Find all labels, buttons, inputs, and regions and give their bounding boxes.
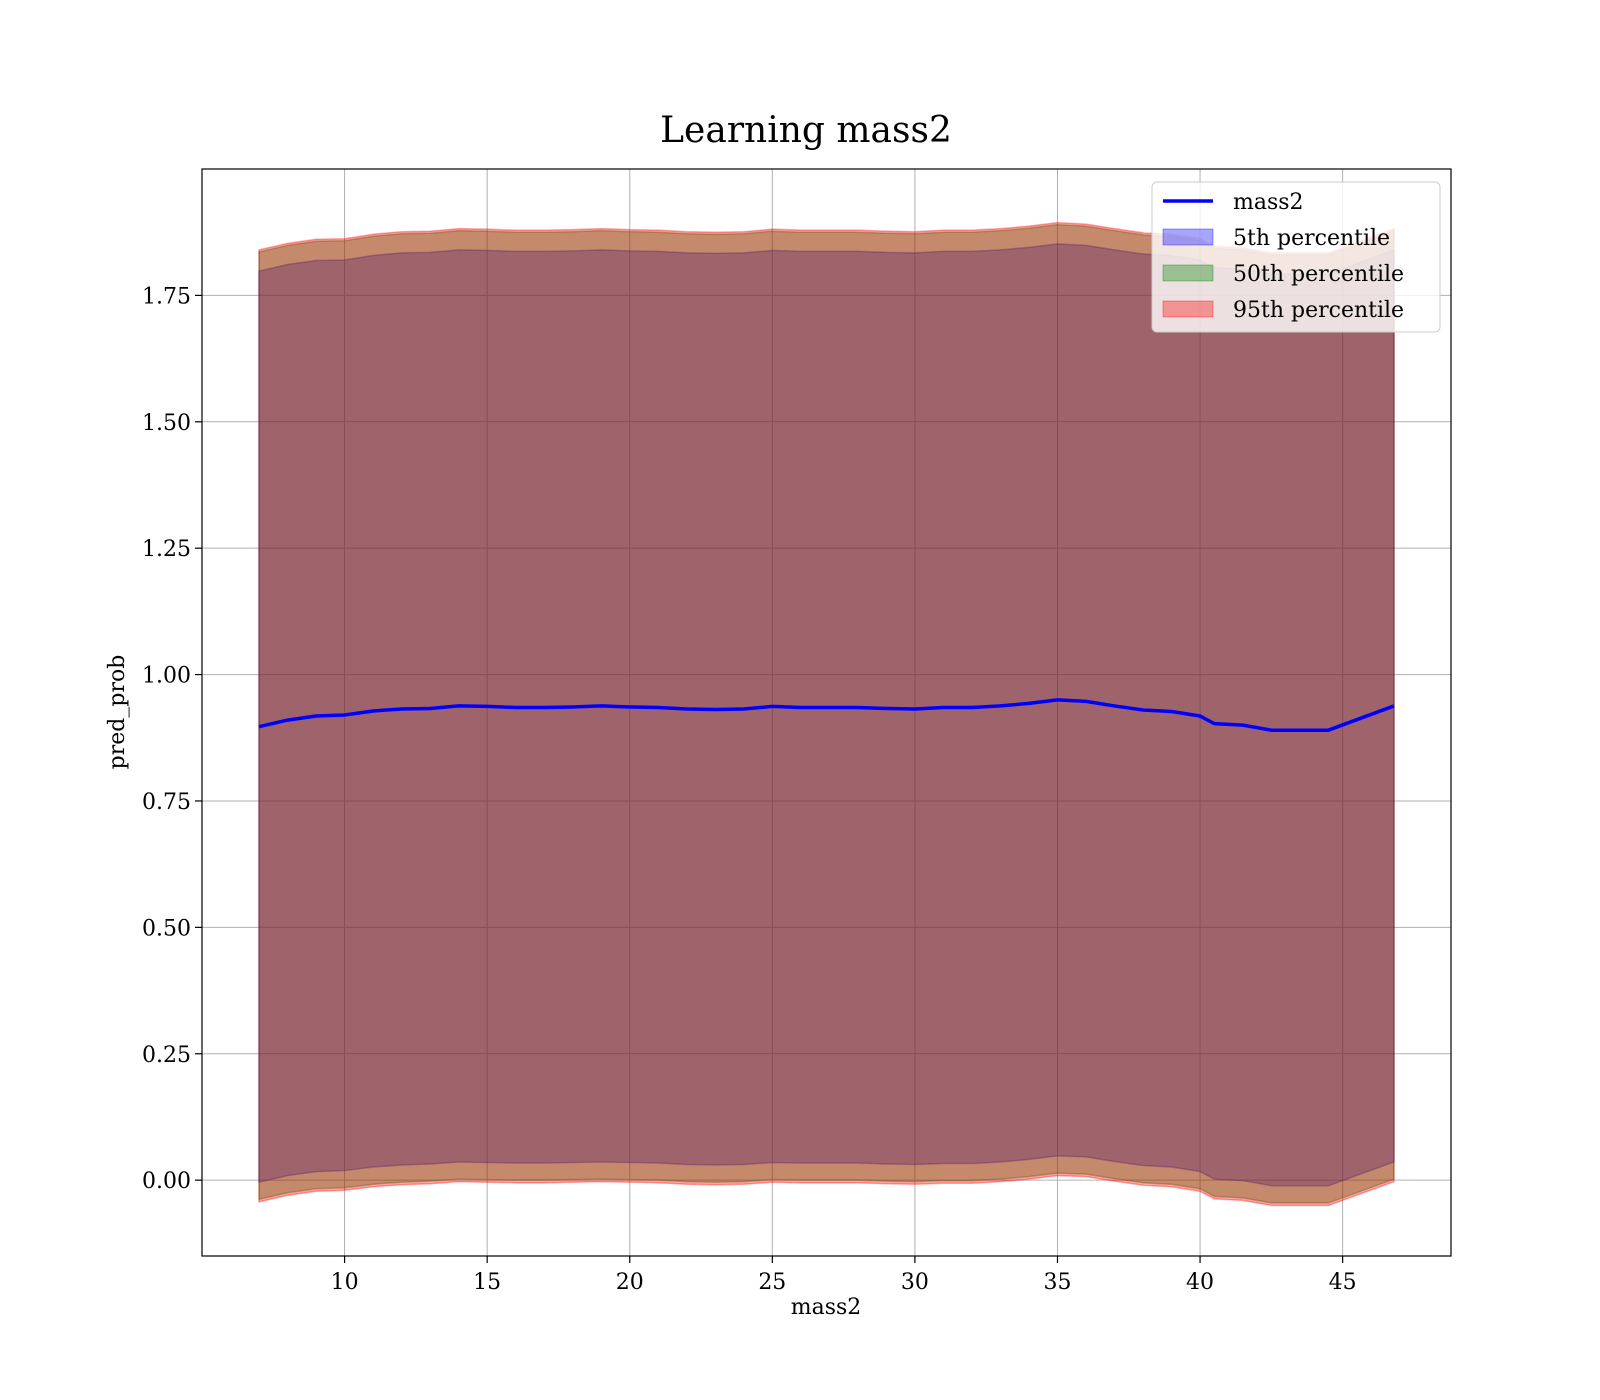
- legend-swatch-5th-percentile: [1162, 228, 1214, 246]
- legend-box: [1151, 181, 1441, 333]
- band-5th-percentile: [258, 243, 1395, 1187]
- x-axis-label: mass2: [791, 1295, 862, 1320]
- y-tick-label: 0.25: [142, 1043, 191, 1068]
- chart-title: Learning mass2: [660, 110, 952, 151]
- band-95th-percentile: [258, 221, 1395, 1207]
- plot-frame: [201, 168, 1452, 1257]
- x-tick-label: 30: [901, 1270, 929, 1295]
- band-50th-percentile: [258, 223, 1395, 1204]
- axis-ticks: 10 15 20 25 30 35 40 45 0.00 0.25 0.50 0.75 1.00 1.25…: [142, 284, 1357, 1295]
- x-tick-label: 45: [1329, 1270, 1357, 1295]
- y-tick-label: 0.00: [142, 1169, 191, 1194]
- y-tick-label: 1.00: [142, 664, 191, 689]
- y-tick-label: 0.75: [142, 790, 191, 815]
- series-lines: [258, 698, 1395, 732]
- x-tick-label: 40: [1186, 1270, 1214, 1295]
- y-tick-label: 1.50: [142, 411, 191, 436]
- legend-swatch-50th-percentile: [1162, 264, 1214, 282]
- legend-swatch-95th-percentile: [1162, 300, 1214, 318]
- y-tick-label: 1.25: [142, 537, 191, 562]
- percentile-bands: [258, 221, 1395, 1207]
- legend-label-5th-percentile: 5th percentile: [1233, 226, 1390, 251]
- x-tick-label: 15: [473, 1270, 501, 1295]
- legend: mass2 5th percentile 50th percentile 95t…: [1151, 181, 1441, 333]
- x-tick-label: 25: [758, 1270, 786, 1295]
- legend-label-mass2: mass2: [1233, 190, 1304, 215]
- y-tick-label: 1.75: [142, 284, 191, 309]
- x-tick-label: 20: [616, 1270, 644, 1295]
- x-tick-label: 10: [331, 1270, 359, 1295]
- x-tick-label: 35: [1043, 1270, 1071, 1295]
- legend-label-95th-percentile: 95th percentile: [1233, 298, 1404, 323]
- series-line-mass2: [258, 698, 1395, 732]
- y-axis-label: pred_prob: [105, 655, 130, 770]
- y-tick-label: 0.50: [142, 916, 191, 941]
- legend-label-50th-percentile: 50th percentile: [1233, 262, 1404, 287]
- grid: [202, 169, 1451, 1256]
